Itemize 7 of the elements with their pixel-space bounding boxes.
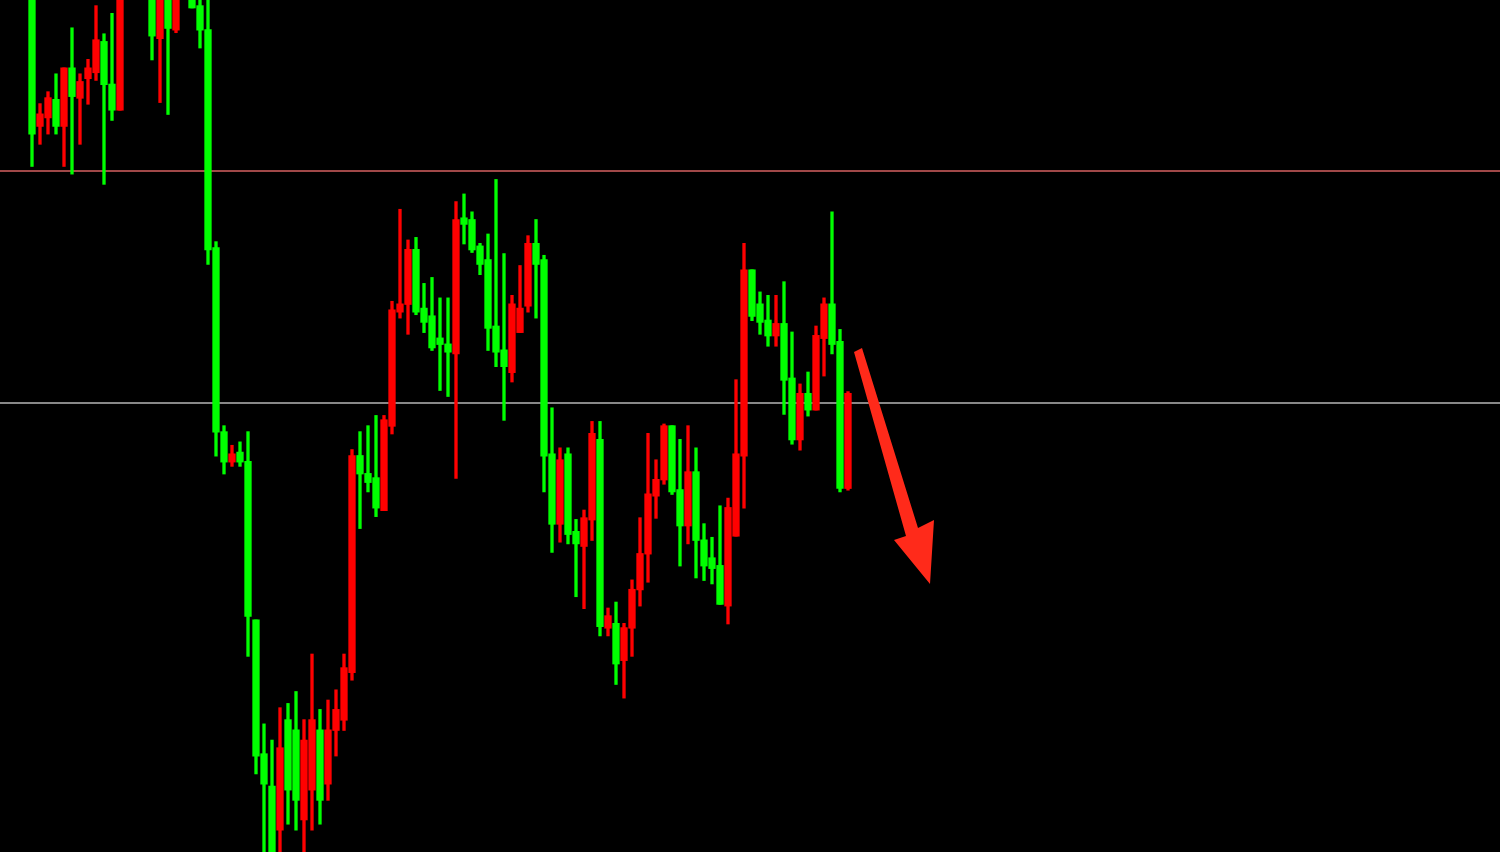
candlestick (356, 431, 364, 529)
candlestick (68, 27, 76, 175)
candlestick (444, 297, 452, 397)
candlestick (164, 0, 172, 115)
candlestick (460, 193, 468, 245)
candlestick (772, 294, 780, 347)
candlestick (436, 297, 444, 391)
